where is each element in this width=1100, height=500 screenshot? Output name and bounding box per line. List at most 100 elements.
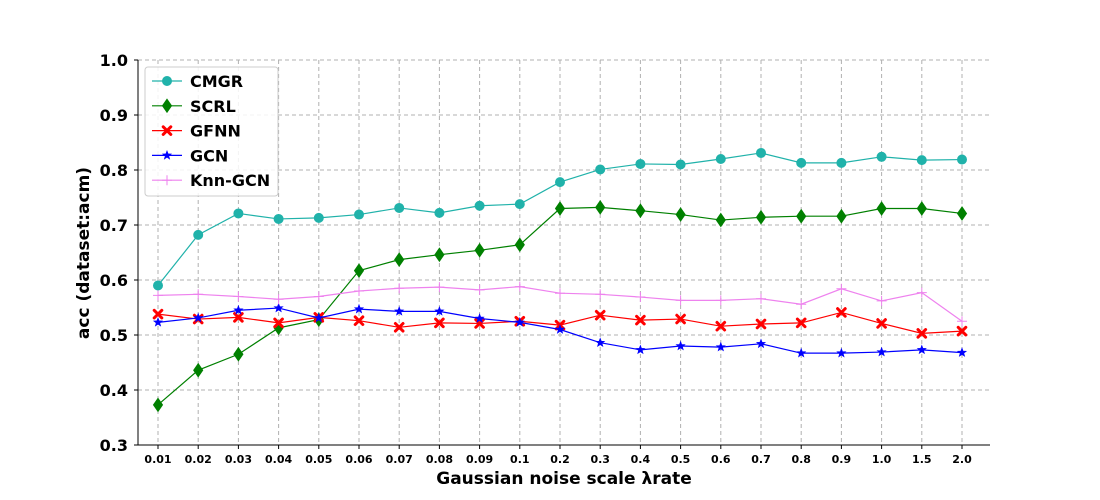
x-tick-label: 0.6	[711, 453, 731, 466]
data-point-cmgr	[756, 147, 766, 158]
data-point-knn-gcn	[313, 291, 324, 302]
data-point-scrl	[554, 201, 566, 216]
x-tick-label: 0.07	[386, 453, 413, 466]
data-point-scrl	[635, 203, 646, 219]
data-point-cmgr	[354, 209, 364, 220]
data-point-gfnn	[152, 308, 164, 320]
data-point-gcn	[595, 337, 606, 348]
x-tick-label: 0.2	[550, 453, 570, 466]
data-point-scrl	[394, 252, 405, 268]
legend-label-scrl: SCRL	[190, 97, 236, 116]
data-point-knn-gcn	[233, 291, 244, 302]
x-tick-label: 0.03	[225, 453, 252, 466]
data-point-cmgr	[193, 229, 204, 240]
data-point-scrl	[193, 362, 204, 378]
data-point-scrl	[152, 397, 164, 413]
data-point-gfnn	[836, 307, 847, 318]
x-axis-label: Gaussian noise scale λrate	[436, 469, 691, 489]
data-point-cmgr	[555, 177, 565, 188]
data-point-cmgr	[434, 207, 445, 218]
data-point-knn-gcn	[434, 282, 445, 293]
data-point-gfnn	[715, 320, 727, 332]
x-tick-label: 0.01	[144, 453, 171, 466]
data-point-knn-gcn	[756, 293, 766, 304]
data-point-cmgr	[876, 151, 887, 162]
data-point-scrl	[595, 200, 606, 215]
data-point-gfnn	[876, 318, 887, 329]
data-point-cmgr	[313, 212, 324, 223]
series-layer	[152, 147, 968, 413]
data-point-scrl	[876, 201, 887, 216]
legend-label-gcn: GCN	[190, 146, 228, 165]
data-point-gfnn	[956, 325, 968, 337]
y-axis-label: acc (dataset:acm)	[74, 167, 94, 339]
legend-label-cmgr: CMGR	[190, 72, 243, 91]
data-point-cmgr	[394, 202, 405, 213]
series-cmgr	[153, 147, 967, 291]
data-point-knn-gcn	[876, 295, 887, 306]
data-point-cmgr	[916, 155, 927, 166]
data-point-knn-gcn	[193, 289, 204, 300]
legend-marker-gfnn	[161, 125, 173, 136]
data-point-knn-gcn	[555, 288, 565, 299]
data-point-cmgr	[474, 200, 485, 211]
data-point-scrl	[474, 242, 485, 258]
data-point-cmgr	[957, 154, 967, 165]
data-point-gcn	[554, 324, 566, 334]
data-point-cmgr	[514, 199, 525, 210]
y-tick-label: 0.9	[100, 106, 128, 125]
legend-label-gfnn: GFNN	[190, 122, 241, 141]
series-gcn	[152, 302, 968, 358]
x-tick-label: 0.06	[345, 453, 372, 466]
y-tick-label: 0.8	[100, 161, 128, 180]
data-point-scrl	[514, 237, 525, 253]
data-point-gcn	[152, 317, 164, 327]
data-point-knn-gcn	[796, 299, 807, 310]
x-tick-label: 0.09	[466, 453, 493, 466]
series-knn-gcn	[153, 281, 967, 327]
data-point-cmgr	[715, 154, 726, 164]
tick-labels: 0.3 0.4 0.5 0.6 0.7 0.8 0.9 1.0 0.01 0.02 0.03 0.04…	[100, 51, 972, 466]
y-tick-label: 0.5	[100, 326, 128, 345]
data-point-knn-gcn	[595, 289, 606, 300]
data-point-gcn	[193, 312, 204, 323]
data-point-gcn	[916, 344, 927, 355]
legend-marker-gcn	[161, 150, 173, 160]
data-point-knn-gcn	[916, 287, 927, 298]
x-tick-label: 2.0	[952, 453, 972, 466]
data-point-scrl	[796, 208, 807, 224]
data-point-scrl	[836, 208, 847, 224]
data-point-gfnn	[635, 314, 646, 326]
data-point-knn-gcn	[514, 281, 525, 292]
data-point-gcn	[313, 312, 324, 323]
data-point-gfnn	[795, 317, 807, 329]
series-scrl	[152, 200, 968, 413]
data-point-gfnn	[233, 312, 244, 323]
x-tick-label: 0.8	[791, 453, 811, 466]
data-point-knn-gcn	[675, 295, 686, 306]
data-point-knn-gcn	[153, 290, 163, 301]
data-point-gcn	[715, 341, 726, 352]
x-tick-label: 0.3	[590, 453, 610, 466]
x-tick-label: 0.08	[426, 453, 453, 466]
data-point-gfnn	[594, 309, 606, 321]
data-point-gcn	[394, 306, 405, 316]
data-point-knn-gcn	[836, 283, 847, 294]
data-point-gfnn	[273, 317, 284, 329]
data-point-knn-gcn	[635, 292, 646, 303]
data-point-gfnn	[393, 322, 405, 333]
x-tick-label: 0.1	[510, 453, 530, 466]
x-tick-label: 0.5	[671, 453, 691, 466]
data-point-gcn	[353, 303, 365, 314]
data-point-gcn	[233, 304, 244, 315]
data-point-gfnn	[353, 315, 365, 326]
data-point-scrl	[916, 201, 927, 216]
legend-marker-cmgr	[162, 76, 172, 86]
data-point-cmgr	[836, 157, 847, 168]
data-point-knn-gcn	[957, 316, 967, 327]
y-tick-label: 1.0	[100, 51, 128, 70]
data-point-cmgr	[595, 164, 606, 175]
legend-label-knn-gcn: Knn-GCN	[190, 171, 270, 190]
data-point-knn-gcn	[474, 284, 485, 295]
